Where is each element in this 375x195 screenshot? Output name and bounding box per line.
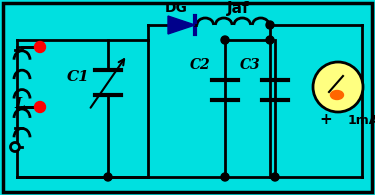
Text: Jaf: Jaf [226,1,249,15]
Text: C2: C2 [190,58,210,72]
FancyBboxPatch shape [3,3,372,192]
Circle shape [34,102,45,113]
Circle shape [10,143,20,152]
Circle shape [221,173,229,181]
Circle shape [266,36,274,44]
Text: +: + [320,113,332,128]
Circle shape [34,42,45,52]
Circle shape [266,21,274,29]
Text: DG: DG [165,1,188,15]
Circle shape [221,36,229,44]
Text: L: L [15,97,26,111]
Ellipse shape [330,90,344,99]
Polygon shape [168,16,195,34]
Circle shape [313,62,363,112]
Text: 1mA: 1mA [348,113,375,127]
Text: C1: C1 [67,70,89,84]
Circle shape [104,173,112,181]
Text: C3: C3 [240,58,260,72]
Circle shape [271,173,279,181]
